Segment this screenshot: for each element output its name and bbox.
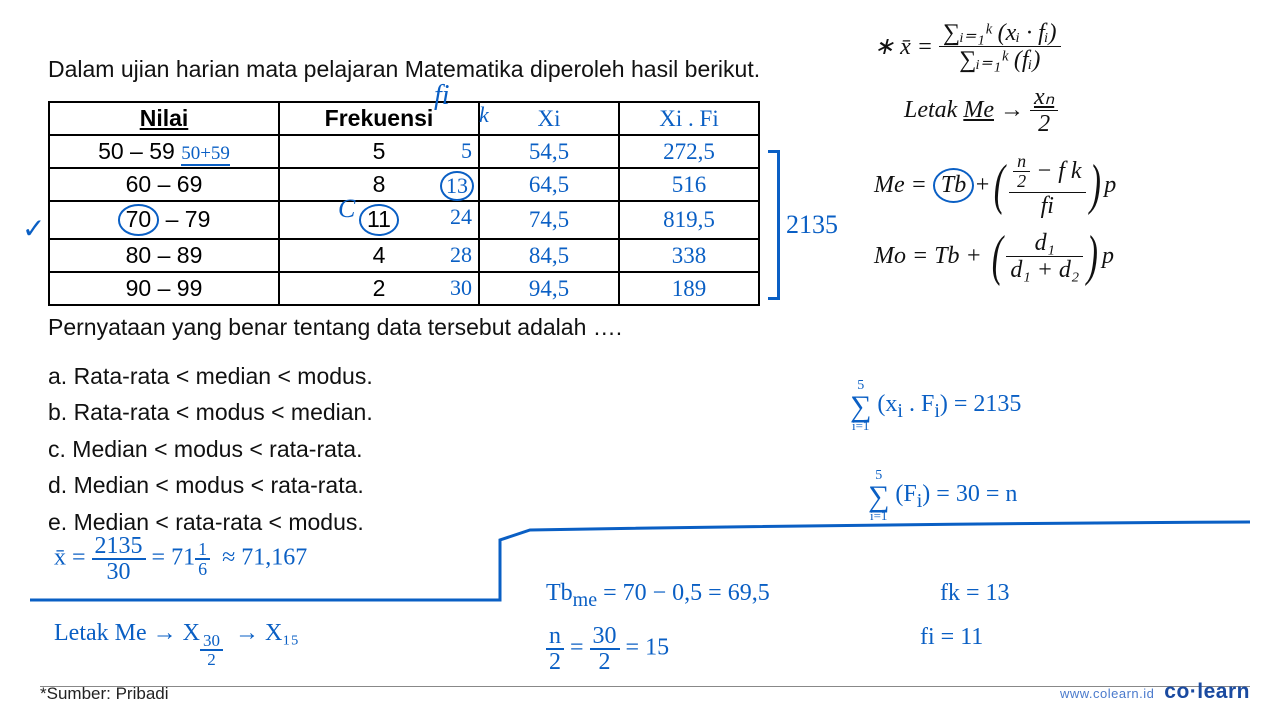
mean-calculation: x̄ = 213530 = 7116 ≈ 71,167 xyxy=(54,534,307,584)
answer-options: a. Rata-rata < median < modus. b. Rata-r… xyxy=(48,359,798,540)
n2-calc: n2 = 302 = 15 xyxy=(546,624,669,674)
col-xi-header: Xi xyxy=(479,102,619,135)
option-d: d. Median < modus < rata-rata. xyxy=(48,468,798,503)
sum-fi-calc: 5∑i=1 (Fi) = 30 = n xyxy=(868,470,1017,521)
table-row: 50 – 59 50+59 55 54,5 272,5 xyxy=(49,135,759,168)
frequency-table: Nilai Frekuensi Xi Xi . Fi 50 – 59 50+59… xyxy=(48,101,760,306)
sum-total-label: 2135 xyxy=(786,210,838,240)
letak-me-formula: Letak Me → xₙ2 xyxy=(904,84,1244,138)
col-nilai-header: Nilai xyxy=(49,102,279,135)
table-row: 90 – 99 230 94,5 189 xyxy=(49,272,759,305)
fi-value: fi = 11 xyxy=(920,624,983,651)
intro-text: Dalam ujian harian mata pelajaran Matema… xyxy=(48,56,798,83)
sum-xifi-calc: 5∑i=1 (xi . Fi) = 2135 xyxy=(850,380,1021,431)
brand-label: www.colearn.id co·learn xyxy=(1060,680,1250,704)
source-label: *Sumber: Pribadi xyxy=(40,684,169,704)
table-row: 60 – 69 813 64,5 516 xyxy=(49,168,759,201)
tbme-calc: Tbme = 70 − 0,5 = 69,5 xyxy=(546,580,770,612)
option-c: c. Median < modus < rata-rata. xyxy=(48,432,798,467)
statement-text: Pernyataan yang benar tentang data terse… xyxy=(48,314,798,341)
option-a: a. Rata-rata < median < modus. xyxy=(48,359,798,394)
table-row: 70 – 79 1124 74,5 819,5 xyxy=(49,201,759,239)
mean-formula: ∗ x̄ = ∑ᵢ₌₁ᵏ (xᵢ · fᵢ)∑ᵢ₌₁ᵏ (fᵢ) xyxy=(874,20,1244,74)
mode-formula: Mo = Tb + ( d₁d₁ + d₂ ) p xyxy=(874,230,1244,284)
col-xifi-header: Xi . Fi xyxy=(619,102,759,135)
table-row: 80 – 89 428 84,5 338 xyxy=(49,239,759,272)
fk-value: fk = 13 xyxy=(940,580,1010,607)
col-frek-header: Frekuensi xyxy=(279,102,479,135)
median-formula: Me = Tb+ ( n2 − f k fi ) p xyxy=(874,152,1244,220)
option-b: b. Rata-rata < modus < median. xyxy=(48,395,798,430)
bracket-icon xyxy=(768,150,780,300)
formula-block: ∗ x̄ = ∑ᵢ₌₁ᵏ (xᵢ · fᵢ)∑ᵢ₌₁ᵏ (fᵢ) Letak M… xyxy=(874,20,1244,293)
checkmark-icon: ✓ xyxy=(22,212,45,246)
letak-me-calc: Letak Me → X302 → X₁₅ xyxy=(54,620,299,668)
